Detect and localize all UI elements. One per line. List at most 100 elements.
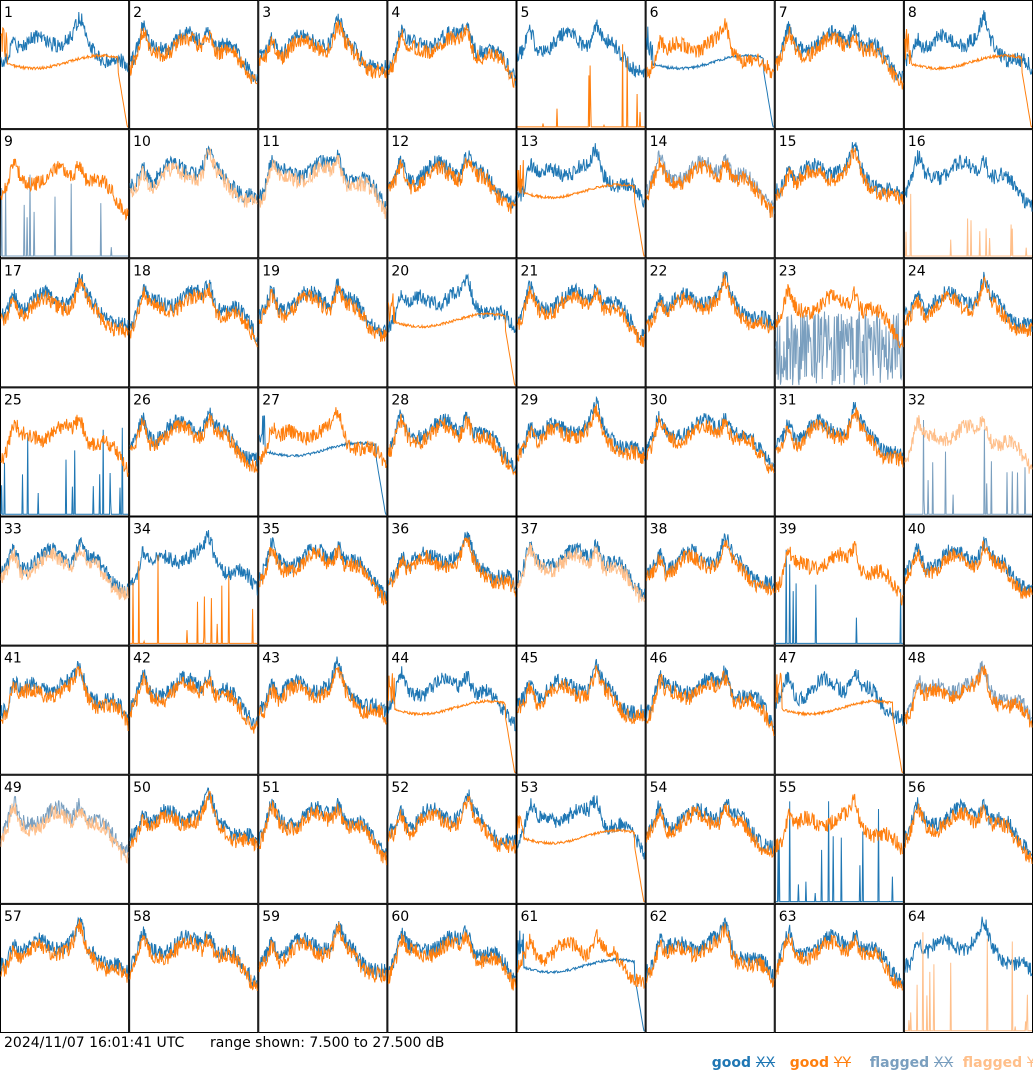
panel-frame [129,0,259,130]
panel-23: 23 [774,258,904,388]
panel-64: 64 [903,903,1033,1033]
panel-label: 53 [521,780,539,796]
series-good-yy [258,20,387,79]
panel-label: 61 [521,909,539,925]
panel-label: 11 [262,134,280,150]
panel-frame [258,516,388,646]
panel-frame [516,129,646,259]
series-flagged-yy [904,932,1032,1032]
panel-frame [516,0,646,130]
legend-flagged-yy-symbol: YY [1027,1055,1033,1071]
series-good-yy [258,544,387,606]
panel-frame [387,903,517,1033]
series-good-xx [646,798,775,855]
panel-43: 43 [258,645,388,775]
panel-35: 35 [258,516,388,646]
panel-label: 51 [262,780,280,796]
series-good-yy [646,540,775,596]
panel-label: 32 [908,392,926,408]
series-good-xx [0,916,129,980]
panel-22: 22 [645,258,775,388]
panel-label: 13 [521,134,539,150]
legend-good-xx: good XX [702,1033,775,1073]
series-good-xx [387,531,516,592]
panel-frame [258,774,388,904]
panel-label: 39 [779,522,797,538]
panel-label: 62 [650,909,668,925]
panel-frame [387,258,517,388]
panel-label: 40 [908,522,926,538]
panel-7: 7 [774,0,904,130]
panel-label: 9 [4,134,13,150]
series-good-yy [646,415,775,474]
panel-44: 44 [387,645,517,775]
panel-label: 12 [391,134,409,150]
series-good-yy [258,285,387,342]
panel-label: 56 [908,780,926,796]
series-good-yy [258,407,387,468]
series-flagged-yy [258,154,387,219]
series-good-yy [387,293,516,386]
panel-55: 55 [774,774,904,904]
panel-45: 45 [516,645,646,775]
panel-label: 60 [391,909,409,925]
series-good-yy [387,157,516,214]
series-good-xx [129,279,258,343]
panel-label: 57 [4,909,22,925]
panel-frame [0,387,130,517]
panel-label: 54 [650,780,668,796]
panel-frame [903,774,1033,904]
series-flagged-yy [517,542,646,603]
panel-61: 61 [516,903,646,1033]
series-good-yy [646,157,775,219]
series-good-yy [646,923,775,989]
panel-frame [645,129,775,259]
series-flagged-xx [0,174,129,257]
series-good-yy [129,933,258,991]
series-good-xx [0,427,129,515]
panel-frame [387,0,517,130]
panel-label: 64 [908,909,926,925]
series-good-xx [129,530,258,596]
panel-frame [516,774,646,904]
series-good-xx [775,924,904,987]
series-good-yy [517,929,645,990]
timestamp: 2024/11/07 16:01:41 UTC [4,1035,185,1051]
panel-11: 11 [258,129,388,259]
panel-52: 52 [387,774,517,904]
panel-label: 45 [521,651,539,667]
series-good-yy [775,672,903,773]
panel-frame [258,645,388,775]
panel-frame [258,129,388,259]
series-good-xx [517,658,646,721]
legend-flagged-yy: flagged YY [953,1033,1033,1073]
panel-14: 14 [645,129,775,259]
panel-frame [0,129,130,259]
panel-frame [903,903,1033,1033]
panel-label: 46 [650,651,668,667]
panel-label: 10 [133,134,151,150]
panel-40: 40 [903,516,1033,646]
series-good-xx [775,801,903,903]
legend-good-yy-symbol: YY [833,1055,852,1071]
panel-32: 32 [903,387,1033,517]
panel-label: 50 [133,780,151,796]
panel-36: 36 [387,516,517,646]
panel-label: 38 [650,522,668,538]
series-good-xx [775,669,904,726]
series-good-xx [904,10,1033,75]
panel-frame [516,516,646,646]
panel-label: 30 [650,392,668,408]
panel-label: 23 [779,263,797,279]
series-good-yy [0,277,129,338]
panel-2: 2 [129,0,259,130]
panel-57: 57 [0,903,130,1033]
panel-frame [903,516,1033,646]
panel-12: 12 [387,129,517,259]
panel-frame [129,516,259,646]
panel-28: 28 [387,387,517,517]
series-good-yy [517,44,645,128]
panel-label: 6 [650,5,659,21]
series-good-yy [0,666,129,732]
panel-label: 44 [391,651,409,667]
